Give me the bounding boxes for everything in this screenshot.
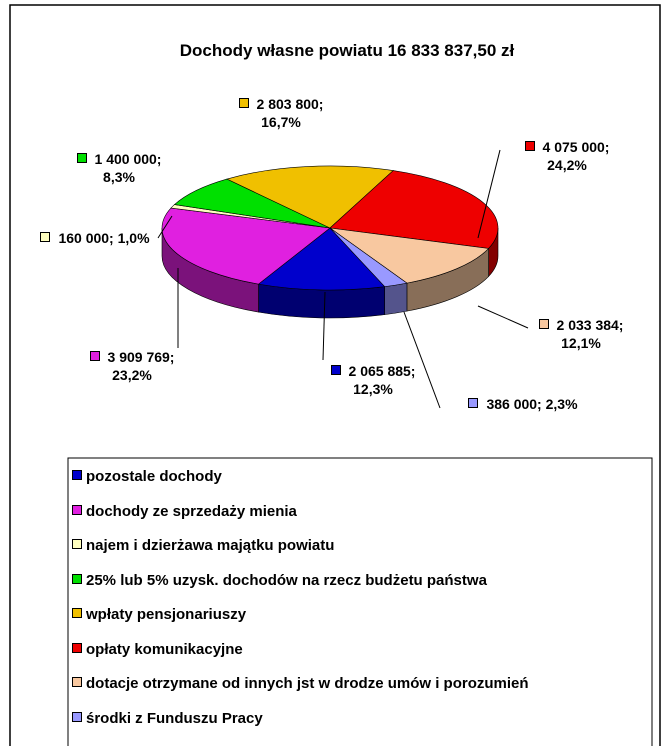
pie-slice [329, 227, 408, 287]
legend-entry: wpłaty pensjonariuszy [72, 606, 246, 623]
label-marker [538, 319, 549, 329]
legend-entry: pozostale dochody [72, 468, 222, 485]
legend-entry: dochody ze sprzedaży mienia [72, 503, 297, 520]
legend-swatch [72, 470, 82, 480]
legend-label: 25% lub 5% uzysk. dochodów na rzecz budż… [86, 571, 487, 589]
leader-line [403, 311, 441, 409]
data-label: 386 000; 2,3% [448, 395, 598, 413]
pie-side [384, 282, 408, 315]
chart-title: Dochody własne powiatu 16 833 837,50 zł [180, 41, 515, 60]
legend-swatch [72, 642, 82, 653]
leader-line [322, 291, 326, 361]
pie-slice [161, 207, 331, 285]
data-label: 2 033 384; 12,1% [526, 316, 636, 352]
data-label: 160 000; 1,0% [20, 229, 170, 247]
data-label: 3 909 769; 23,2% [82, 348, 182, 384]
label-marker [468, 398, 479, 408]
pie-slice [226, 165, 394, 229]
leader-line [477, 305, 529, 329]
legend-swatch [72, 539, 82, 549]
label-marker [524, 141, 535, 151]
label-marker [330, 365, 341, 375]
data-label: 2 803 800; 16,7% [226, 95, 336, 131]
data-label: 4 075 000; 24,2% [512, 138, 622, 174]
legend-entry: najem i dzierżawa majątku powiatu [72, 537, 334, 554]
pie [161, 165, 499, 319]
pie-slice [329, 227, 490, 284]
legend-label: najem i dzierżawa majątku powiatu [86, 537, 335, 554]
legend-label: opłaty komunikacyjne [86, 640, 243, 658]
legend-entry: środki z Funduszu Pracy [72, 710, 263, 727]
pie-slice [173, 178, 331, 229]
data-label-text: 3 909 769; 23,2% [107, 349, 175, 383]
data-label-text: 2 803 800; 16,7% [256, 96, 324, 130]
data-label-text: 2 033 384; 12,1% [556, 317, 624, 351]
legend-swatch [72, 608, 82, 618]
data-label-text: 1 400 000; 8,3% [94, 151, 162, 185]
legend-swatch [72, 711, 82, 722]
legend-swatch [72, 504, 82, 515]
legend-label: wpłaty pensjonariuszy [86, 606, 247, 623]
data-label-text: 2 065 885; 12,3% [348, 363, 416, 397]
label-marker [89, 351, 100, 361]
label-marker [76, 153, 87, 163]
legend-label: dotacje otrzymane od innych jst w drodze… [86, 675, 529, 692]
pie-slice [329, 170, 499, 249]
leader-line [477, 149, 501, 239]
legend-entry: opłaty komunikacyjne [72, 641, 243, 658]
leader-line [157, 215, 173, 239]
legend-entry: dotacje otrzymane od innych jst w drodze… [72, 675, 529, 692]
data-label-text: 386 000; 2,3% [486, 396, 578, 412]
data-label: 2 065 885; 12,3% [318, 362, 428, 398]
pie-slice [257, 227, 386, 291]
data-label: 1 400 000; 8,3% [64, 150, 174, 186]
legend-swatch [72, 677, 82, 687]
label-marker [238, 98, 249, 108]
legend-entry: 25% lub 5% uzysk. dochodów na rzecz budż… [72, 572, 487, 589]
legend-swatch [72, 573, 82, 584]
data-label-text: 160 000; 1,0% [58, 230, 150, 246]
label-marker [40, 232, 51, 242]
legend-label: środki z Funduszu Pracy [86, 709, 263, 727]
leader-lines [157, 149, 529, 409]
legend-box [67, 457, 653, 746]
legend-label: dochody ze sprzedaży mienia [86, 502, 297, 520]
data-label-text: 4 075 000; 24,2% [542, 139, 610, 173]
frame [9, 4, 661, 746]
legend-label: pozostale dochody [86, 468, 222, 485]
